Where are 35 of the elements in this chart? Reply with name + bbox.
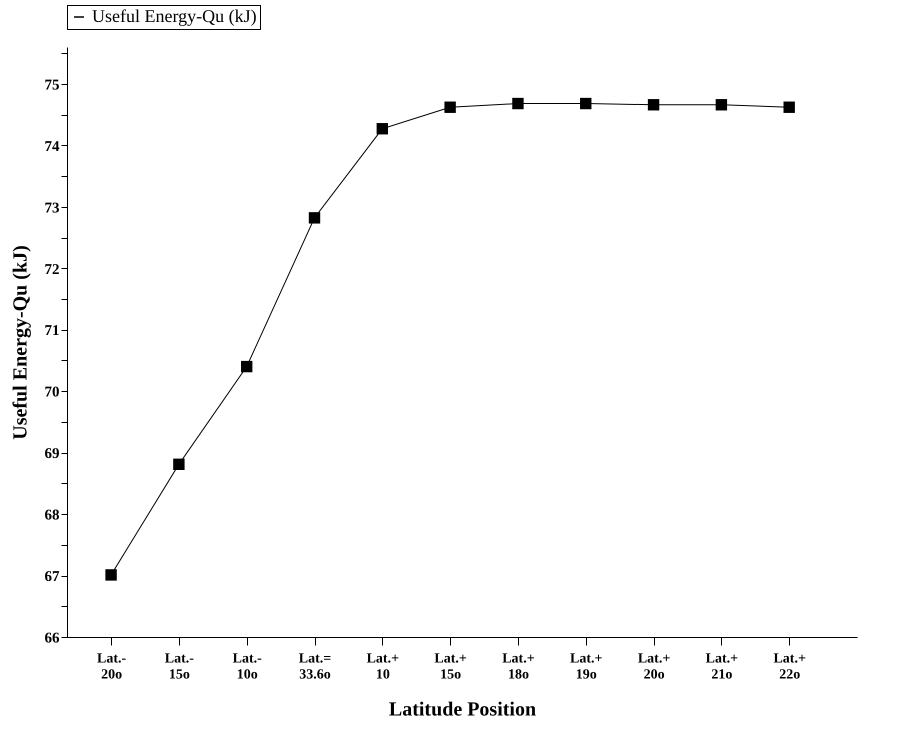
point [512, 98, 524, 110]
point [241, 360, 252, 372]
point [580, 98, 592, 110]
point [783, 102, 795, 113]
y-tick-label: 67 [44, 569, 60, 586]
x-tick-label: Lat.+ 10 [366, 652, 400, 682]
y-tick-label: 71 [44, 323, 60, 340]
y-tick-label: 70 [44, 384, 60, 401]
point [716, 99, 728, 110]
y-tick-label: 68 [44, 508, 60, 524]
x-tick-label: Lat.+ 22o [773, 652, 806, 682]
y-tick-label: 66 [44, 630, 60, 646]
x-tick-label: Lat.+ 21o [706, 652, 738, 682]
x-tick-label: Lat.- 20o [96, 652, 126, 682]
point [105, 569, 117, 581]
point [376, 123, 388, 134]
point [173, 458, 185, 470]
x-tick-label: Lat.+ 15o [434, 652, 467, 682]
point [444, 102, 456, 113]
y-tick-label: 75 [44, 77, 60, 94]
y-tick-label: 72 [44, 262, 60, 278]
y-tick-label: 74 [44, 138, 60, 155]
x-tick-label: Lat.- 10o [232, 652, 262, 682]
x-tick-label: Lat.+ 19o [570, 652, 603, 682]
point [308, 212, 320, 224]
legend-label: Useful Energy-Qu (kJ) [92, 6, 257, 26]
point [648, 99, 660, 110]
x-tick-label: Lat.= 33.6o [298, 652, 332, 682]
x-tick-label: Lat.- 15o [164, 652, 194, 682]
y-tick-label: 69 [44, 446, 60, 462]
y-tick-label: 73 [44, 200, 60, 216]
y-axis-title: Useful Energy-Qu (kJ) [10, 245, 32, 440]
x-axis-title: Latitude Position [388, 698, 536, 720]
x-tick-label: Lat.+ 18o [502, 652, 535, 682]
x-tick-label: Lat.+ 20o [638, 652, 670, 682]
